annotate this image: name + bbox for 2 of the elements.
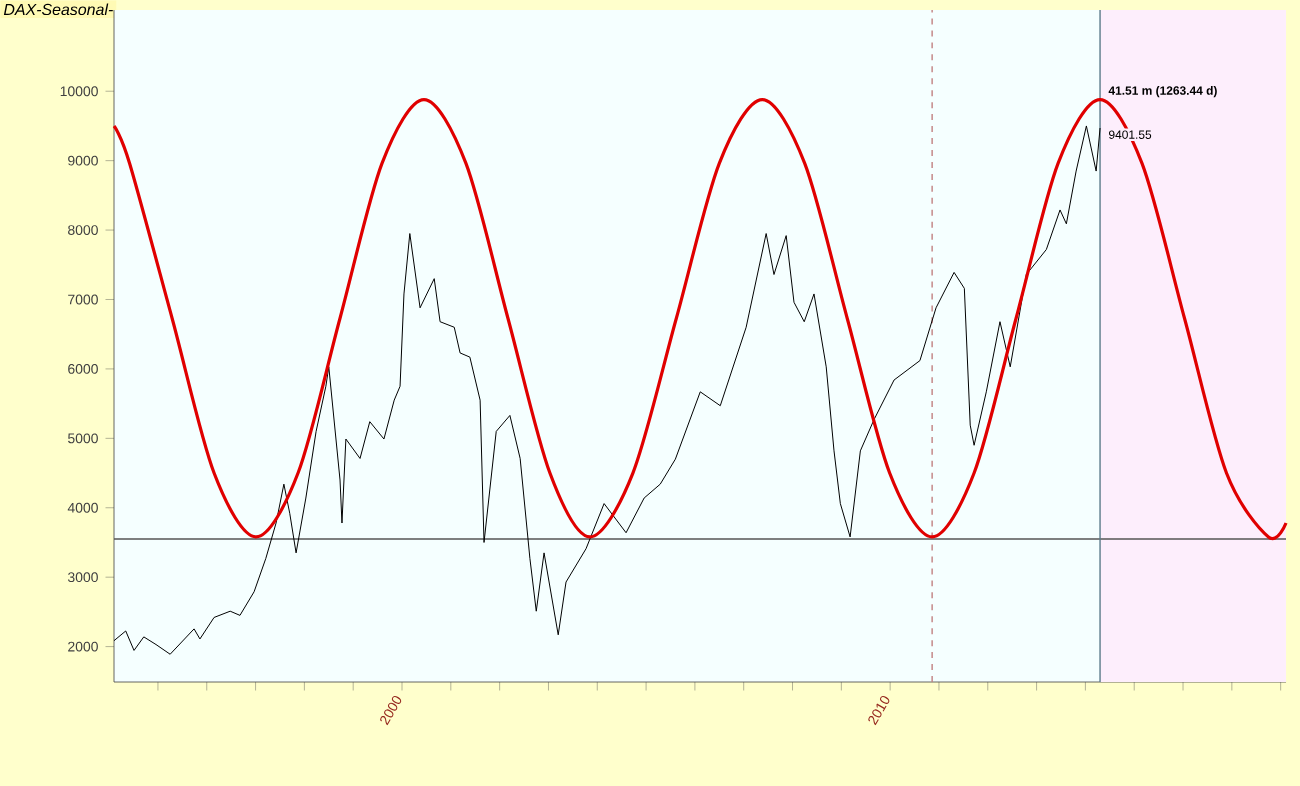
line-series [112,97,1288,539]
line-series [113,125,1101,655]
